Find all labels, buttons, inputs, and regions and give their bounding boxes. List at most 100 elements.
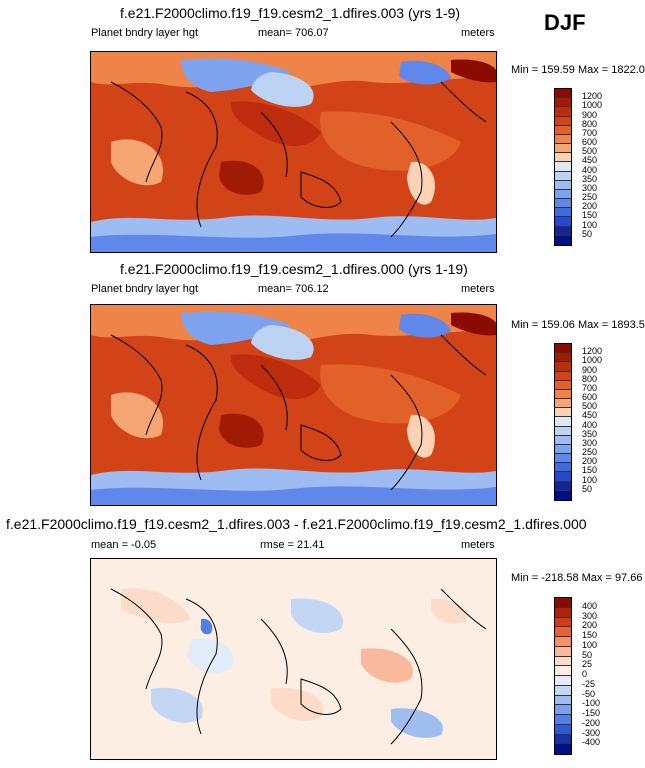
panel-3-title: f.e21.F2000climo.f19_f19.cesm2_1.dfires.… — [6, 516, 587, 532]
colorbar-cell — [555, 481, 571, 491]
colorbar-cell — [555, 744, 571, 754]
colorbar-tick-label: -50 — [582, 688, 596, 699]
panel-3-rmse-label: rmse = 21.41 — [260, 539, 325, 551]
colorbar-cell — [555, 199, 571, 209]
colorbar-tick-label: 500 — [582, 401, 598, 412]
panel-2-colorbar — [554, 343, 572, 501]
colorbar-cell — [555, 362, 571, 372]
colorbar-tick-label: -25 — [582, 678, 596, 689]
panel-2-mean-label: mean= 706.12 — [258, 283, 329, 295]
panel-2-variable-label: Planet bndry layer hgt — [91, 283, 199, 295]
colorbar-tick-label: 400 — [582, 164, 598, 175]
panel-3-colorbar — [554, 597, 572, 755]
colorbar-tick-label: 250 — [582, 447, 598, 458]
colorbar-cell — [555, 598, 571, 608]
colorbar-cell — [555, 389, 571, 400]
colorbar-cell — [555, 656, 571, 667]
colorbar-tick-label: 100 — [582, 474, 598, 485]
colorbar-cell — [555, 380, 571, 390]
colorbar-tick-label: -200 — [582, 717, 601, 728]
colorbar-cell — [555, 637, 571, 647]
panel-2-map — [90, 304, 497, 506]
colorbar-cell — [555, 189, 571, 200]
colorbar-tick-label: 50 — [582, 649, 593, 660]
colorbar-tick-label: 300 — [582, 182, 598, 193]
colorbar-cell — [555, 454, 571, 464]
colorbar-tick-label: -300 — [582, 727, 601, 738]
colorbar-tick-label: 600 — [582, 392, 598, 403]
colorbar-tick-label: 1200 — [582, 346, 603, 357]
colorbar-tick-label: 100 — [582, 219, 598, 230]
colorbar-tick-label: 450 — [582, 410, 598, 421]
colorbar-cell — [555, 208, 571, 218]
colorbar-cell — [555, 116, 571, 126]
colorbar-cell — [555, 705, 571, 715]
colorbar-cell — [555, 371, 571, 381]
panel-2-units-label: meters — [461, 283, 495, 295]
colorbar-tick-label: 800 — [582, 118, 598, 129]
colorbar-tick-label: 450 — [582, 155, 598, 166]
colorbar-tick-label: 200 — [582, 620, 598, 631]
colorbar-cell — [555, 180, 571, 190]
colorbar-tick-label: 500 — [582, 146, 598, 157]
panel-1-units-label: meters — [461, 27, 495, 39]
colorbar-tick-label: 200 — [582, 456, 598, 467]
panel-2-title: f.e21.F2000climo.f19_f19.cesm2_1.dfires.… — [120, 261, 468, 277]
colorbar-cell — [555, 134, 571, 145]
colorbar-tick-label: 400 — [582, 600, 598, 611]
colorbar-tick-label: 1000 — [582, 355, 603, 366]
colorbar-cell — [555, 607, 571, 618]
colorbar-cell — [555, 125, 571, 135]
colorbar-cell — [555, 98, 571, 108]
panel-1-minmax: Min = 159.59 Max = 1822.03 — [511, 64, 645, 76]
panel-3-map — [90, 558, 497, 760]
colorbar-tick-label: 200 — [582, 201, 598, 212]
colorbar-cell — [555, 235, 571, 245]
colorbar-cell — [555, 724, 571, 735]
colorbar-tick-label: 900 — [582, 364, 598, 375]
colorbar-tick-label: 0 — [582, 669, 588, 679]
colorbar-cell — [555, 715, 571, 725]
colorbar-cell — [555, 353, 571, 363]
colorbar-cell — [555, 408, 571, 418]
colorbar-cell — [555, 472, 571, 482]
colorbar-cell — [555, 617, 571, 628]
colorbar-cell — [555, 666, 571, 676]
panel-1-map-field — [91, 52, 496, 252]
colorbar-tick-label: 150 — [582, 630, 598, 640]
colorbar-tick-label: 1000 — [582, 100, 603, 111]
colorbar-cell — [555, 435, 571, 445]
panel-1-mean-label: mean= 706.07 — [258, 27, 329, 39]
colorbar-cell — [555, 89, 571, 99]
panel-2-minmax: Min = 159.06 Max = 1893.50 — [511, 319, 645, 331]
panel-3-minmax: Min = -218.58 Max = 97.66 — [511, 572, 643, 584]
colorbar-cell — [555, 463, 571, 473]
colorbar-tick-label: 100 — [582, 639, 598, 650]
colorbar-tick-label: 50 — [582, 228, 593, 239]
panel-1-variable-label: Planet bndry layer hgt — [91, 27, 199, 39]
colorbar-cell — [555, 399, 571, 409]
colorbar-cell — [555, 734, 571, 745]
colorbar-cell — [555, 646, 571, 657]
colorbar-cell — [555, 217, 571, 227]
colorbar-tick-label: 300 — [582, 610, 598, 621]
colorbar-cell — [555, 107, 571, 117]
colorbar-tick-label: 400 — [582, 419, 598, 430]
colorbar-tick-label: 150 — [582, 210, 598, 221]
colorbar-tick-label: 50 — [582, 483, 593, 494]
colorbar-cell — [555, 162, 571, 172]
colorbar-cell — [555, 676, 571, 686]
colorbar-cell — [555, 444, 571, 455]
colorbar-cell — [555, 426, 571, 436]
colorbar-tick-label: 350 — [582, 173, 598, 184]
panel-1-colorbar — [554, 88, 572, 246]
colorbar-tick-label: 250 — [582, 192, 598, 203]
colorbar-cell — [555, 695, 571, 706]
colorbar-cell — [555, 153, 571, 163]
season-label: DJF — [544, 10, 586, 35]
colorbar-cell — [555, 490, 571, 500]
colorbar-tick-label: -400 — [582, 737, 601, 748]
panel-3-mean-label: mean = -0.05 — [91, 539, 157, 551]
colorbar-tick-label: -100 — [582, 698, 601, 709]
colorbar-tick-label: 700 — [582, 382, 598, 393]
